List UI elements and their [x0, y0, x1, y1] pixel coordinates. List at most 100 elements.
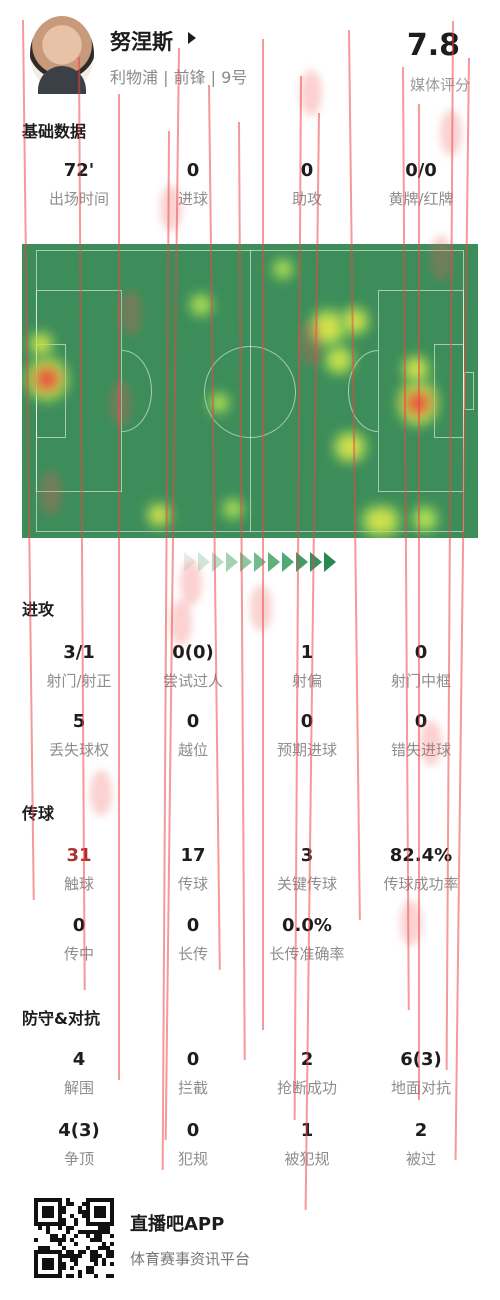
red-smear [40, 470, 62, 516]
qr-module [42, 1274, 46, 1278]
red-smear [90, 770, 112, 816]
qr-module [38, 1222, 42, 1226]
qr-module [106, 1198, 110, 1202]
qr-module [102, 1210, 106, 1214]
qr-module [46, 1274, 50, 1278]
qr-module [110, 1274, 114, 1278]
qr-module [98, 1254, 102, 1258]
qr-module [66, 1274, 70, 1278]
qr-code[interactable] [34, 1198, 114, 1278]
qr-module [74, 1222, 78, 1226]
stat-value: 6(3) [400, 1049, 442, 1070]
qr-module [94, 1206, 98, 1210]
section-title-attack: 进攻 [22, 600, 55, 619]
stat-label: 射门/射正 [46, 672, 112, 690]
section-title-passing: 传球 [22, 804, 55, 823]
chevron-right-icon [282, 552, 294, 572]
qr-module [86, 1270, 90, 1274]
qr-module [94, 1198, 98, 1202]
qr-module [98, 1234, 102, 1238]
qr-module [38, 1246, 42, 1250]
red-smear [300, 320, 322, 366]
qr-module [110, 1218, 114, 1222]
qr-module [54, 1198, 58, 1202]
qr-module [86, 1214, 90, 1218]
qr-module [50, 1250, 54, 1254]
qr-module [70, 1250, 74, 1254]
qr-module [50, 1266, 54, 1270]
qr-module [98, 1238, 102, 1242]
stat-value: 0(0) [172, 642, 214, 663]
chevron-right-icon [184, 552, 196, 572]
qr-module [50, 1214, 54, 1218]
stat-cell: 0/0 黄牌/红牌 [364, 158, 478, 209]
red-streak [118, 94, 120, 1080]
qr-module [42, 1210, 46, 1214]
heatmap-pitch [22, 244, 478, 538]
stat-value: 82.4% [389, 845, 453, 866]
qr-module [50, 1238, 54, 1242]
qr-module [102, 1242, 106, 1246]
qr-module [110, 1222, 114, 1226]
stat-cell: 2 被过 [364, 1118, 478, 1169]
qr-module [34, 1210, 38, 1214]
qr-module [98, 1226, 102, 1230]
stat-cell: 0 长传 [136, 913, 250, 964]
qr-module [94, 1250, 98, 1254]
qr-module [58, 1198, 62, 1202]
heat-spot [324, 344, 354, 376]
qr-module [58, 1222, 62, 1226]
red-smear [250, 585, 272, 631]
stat-value: 3/1 [63, 642, 95, 663]
qr-module [86, 1198, 90, 1202]
qr-module [94, 1234, 98, 1238]
red-smear [440, 110, 462, 156]
stat-label: 丢失球权 [48, 741, 109, 759]
qr-module [34, 1198, 38, 1202]
qr-module [58, 1250, 62, 1254]
stat-value: 0 [186, 915, 200, 936]
passing-stats-row-1: 31 触球 17 传球 3 关键传球 82.4% 传球成功率 [0, 843, 500, 894]
qr-module [58, 1266, 62, 1270]
qr-module [58, 1274, 62, 1278]
stat-label: 尝试过人 [162, 672, 223, 690]
qr-module [62, 1254, 66, 1258]
qr-module [58, 1218, 62, 1222]
qr-module [42, 1262, 46, 1266]
stat-value: 31 [66, 845, 92, 866]
qr-module [94, 1254, 98, 1258]
qr-module [106, 1274, 110, 1278]
stat-label: 犯规 [177, 1150, 208, 1168]
qr-module [86, 1222, 90, 1226]
qr-module [90, 1266, 94, 1270]
attack-stats-row-1: 3/1 射门/射正 0(0) 尝试过人 1 射偏 0 射门中框 [0, 640, 500, 691]
qr-module [62, 1238, 66, 1242]
qr-module [38, 1198, 42, 1202]
qr-module [110, 1198, 114, 1202]
qr-module [94, 1210, 98, 1214]
qr-module [46, 1230, 50, 1234]
stat-value: 3 [300, 845, 314, 866]
qr-module [58, 1258, 62, 1262]
qr-module [78, 1274, 82, 1278]
heat-spot [402, 354, 430, 384]
qr-module [102, 1222, 106, 1226]
player-name[interactable]: 努涅斯 [110, 30, 173, 54]
stat-value: 2 [414, 1120, 428, 1141]
qr-module [50, 1198, 54, 1202]
qr-module [106, 1250, 110, 1254]
qr-module [86, 1202, 90, 1206]
app-tagline: 体育赛事资讯平台 [130, 1250, 251, 1268]
stat-label: 进球 [177, 190, 208, 208]
qr-module [106, 1226, 110, 1230]
qr-module [46, 1266, 50, 1270]
red-smear [430, 235, 452, 281]
qr-module [34, 1238, 38, 1242]
qr-module [42, 1246, 46, 1250]
chevron-right-icon[interactable] [188, 32, 196, 44]
stat-cell: 0 越位 [136, 709, 250, 760]
qr-module [46, 1206, 50, 1210]
qr-module [94, 1230, 98, 1234]
defense-stats-row-1: 4解围 0拦截 2抢断成功 6(3)地面对抗 [0, 1047, 500, 1098]
qr-module [46, 1250, 50, 1254]
